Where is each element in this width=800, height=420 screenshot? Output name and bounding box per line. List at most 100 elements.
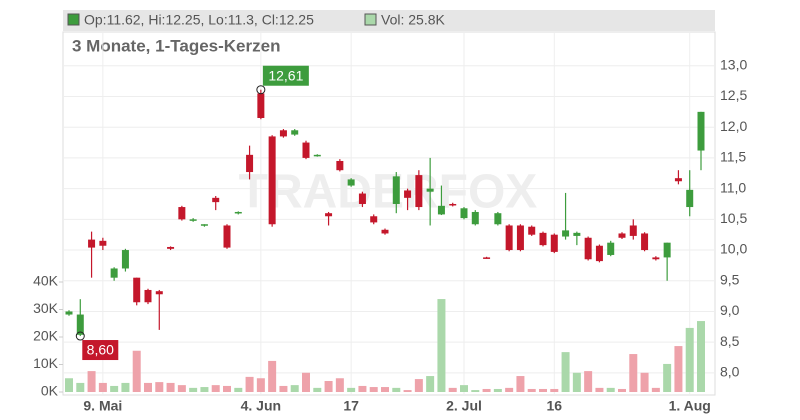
candle-body (652, 257, 660, 260)
candle-body (167, 246, 175, 249)
x-tick-label: 9. Mai (83, 398, 122, 414)
volume-bar (279, 385, 288, 392)
volume-bar (516, 376, 525, 392)
candle-body (471, 211, 479, 225)
candle-body (404, 190, 412, 198)
volume-text: Vol: 25.8K (381, 12, 445, 28)
candle-body (392, 176, 400, 204)
volume-bar (110, 385, 119, 392)
candle-body (595, 245, 603, 262)
volume-bar (144, 382, 152, 392)
volume-bar (572, 372, 581, 392)
watermark: TRADERFOX (239, 166, 538, 219)
candle-body (325, 213, 333, 217)
volume-bar (618, 388, 626, 392)
volume-bar (595, 387, 604, 392)
y-tick-label: 8,0 (720, 364, 740, 380)
candle-body (460, 208, 468, 219)
volume-bar (268, 360, 277, 392)
volume-bar (426, 376, 435, 392)
y2-tick-label: 20K (33, 328, 59, 344)
candle-body (88, 239, 96, 248)
high-marker (256, 85, 266, 95)
volume-bar (302, 372, 310, 392)
plot-frame (62, 31, 716, 396)
candle-body (279, 130, 287, 137)
x-tick-label: 2. Jul (446, 398, 482, 414)
volume-bar (697, 321, 705, 392)
candle-body (584, 237, 592, 260)
y-tick-label: 9,5 (720, 271, 740, 287)
y2-tick-label: 0K (41, 383, 59, 399)
volume-bar (189, 387, 198, 392)
candle-body (65, 311, 73, 315)
volume-bar (539, 388, 547, 392)
volume-bar (98, 382, 107, 392)
candle-body (550, 234, 558, 252)
candle-body (697, 111, 705, 151)
volume-bar (527, 388, 536, 392)
candle-body (133, 277, 141, 303)
x-tick-label: 4. Jun (241, 398, 281, 414)
volume-bar (121, 382, 130, 392)
y-tick-label: 8,5 (720, 333, 740, 349)
candle-body (358, 193, 366, 204)
volume-bar (606, 387, 615, 392)
y-tick-label: 9,0 (720, 302, 740, 318)
candle-body (302, 142, 310, 158)
candle-body (212, 197, 220, 203)
candle-body (641, 233, 649, 251)
candle-body (437, 205, 445, 215)
y-tick-label: 10,5 (720, 210, 747, 226)
candle-body (234, 211, 242, 214)
volume-bar (369, 387, 378, 392)
y-tick-label: 10,0 (720, 241, 747, 257)
candle-body (562, 230, 570, 237)
volume-bar (403, 390, 412, 392)
low-label: 8,60 (87, 342, 114, 358)
candle-body (426, 188, 434, 192)
y-tick-label: 11,5 (720, 149, 746, 165)
volume-bar (640, 372, 649, 392)
y2-tick-label: 30K (33, 300, 59, 316)
candle-body (313, 154, 321, 157)
volume-bar (335, 378, 344, 392)
candle-body (336, 160, 344, 171)
candle-body (663, 242, 671, 258)
volume-bar (651, 387, 660, 392)
volume-bar (493, 388, 502, 392)
volume-bar (177, 385, 186, 392)
x-tick-label: 1. Aug (669, 398, 711, 414)
volume-bar (245, 376, 254, 392)
candle-body (539, 232, 547, 246)
volume-bar (437, 299, 446, 392)
volume-bar (211, 385, 220, 392)
candle-body (494, 213, 502, 225)
x-tick-label: 17 (343, 398, 359, 414)
candle-body (189, 219, 197, 221)
y-tick-label: 13,0 (720, 56, 747, 72)
volume-bar (200, 387, 209, 392)
candle-body (686, 189, 694, 208)
volume-bar (629, 354, 638, 392)
low-label-box (82, 340, 119, 361)
subtitle: 3 Monate, 1-Tages-Kerzen (72, 36, 280, 55)
candle-body (629, 225, 637, 236)
volume-bar (313, 387, 322, 392)
volume-bar (65, 378, 73, 392)
volume-bar (132, 350, 141, 392)
candle-body (110, 268, 118, 278)
candle-body (76, 314, 84, 335)
volume-bar (482, 388, 491, 392)
candle-body (121, 250, 129, 269)
volume-bar (223, 385, 231, 392)
candle-body (618, 233, 626, 238)
high-label: 12,61 (268, 67, 303, 83)
volume-bar (471, 390, 480, 392)
candle-body (246, 154, 254, 173)
volume-bar (663, 363, 672, 392)
volume-bar (674, 346, 683, 392)
volume-bar (561, 352, 570, 392)
header-band (63, 10, 715, 31)
